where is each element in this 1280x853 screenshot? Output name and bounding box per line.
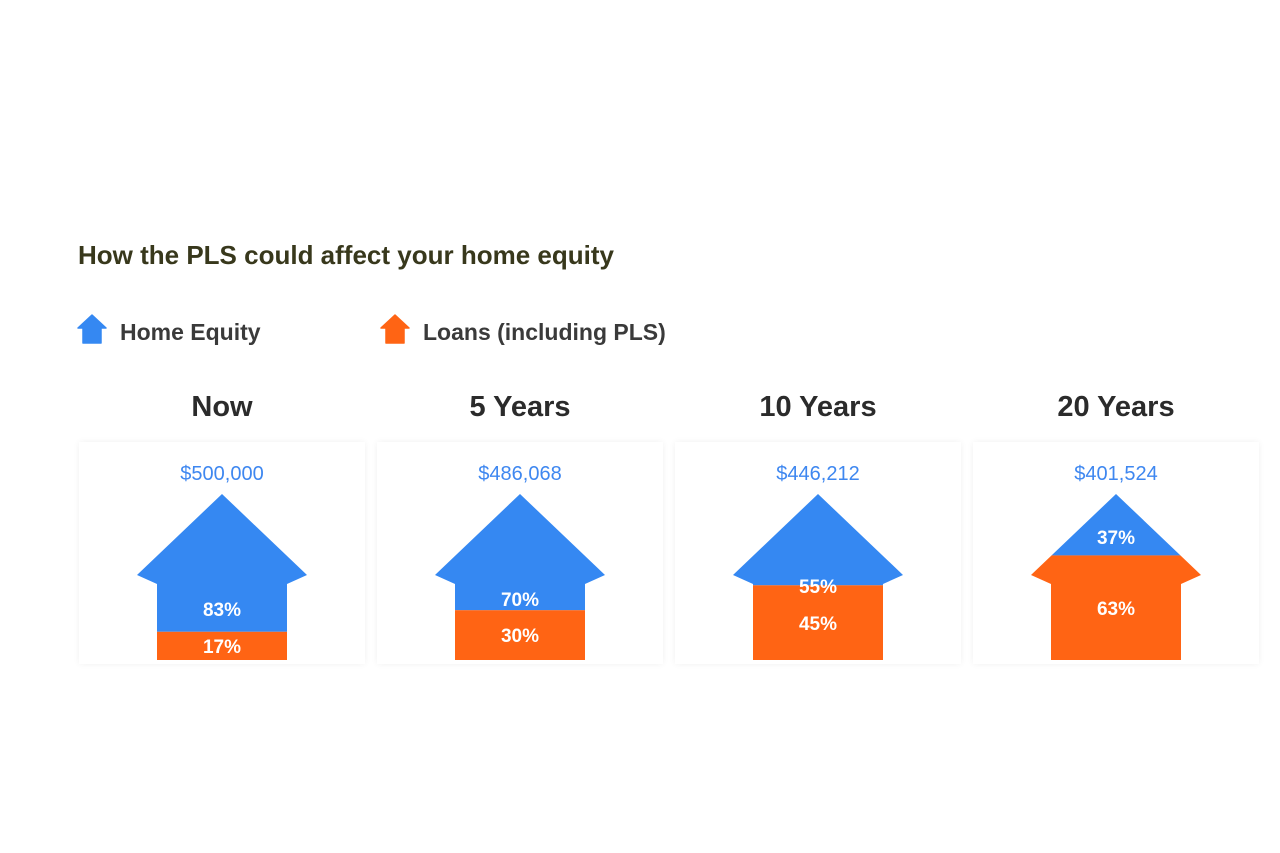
period-label-20-years: 20 Years [1057,391,1175,423]
loans-pct-label: 45% [798,613,838,635]
house-card-10-years: $446,212 55% 45% [675,442,961,664]
house-card-now: $500,000 83% 17% [79,442,365,664]
house-bar [137,494,307,660]
house-bar [435,494,605,660]
period-label-now: Now [191,391,253,423]
home-value: $401,524 [1074,463,1158,485]
legend-item-home-equity: Home Equity [77,312,261,346]
equity-pct-label: 55% [798,577,838,599]
loans-segment [733,585,903,660]
house-card-20-years: $401,524 37% 63% [973,442,1259,664]
home-value: $486,068 [478,463,562,485]
loans-segment [137,631,307,660]
house-card-5-years: $486,068 70% 30% [377,442,663,664]
period-label-10-years: 10 Years [759,391,877,423]
house-bar [733,494,903,660]
home-value: $500,000 [180,463,264,485]
house-bar [1031,494,1201,660]
equity-pct-label: 37% [1096,527,1136,549]
legend-label-loans: Loans (including PLS) [423,318,666,345]
equity-pct-label: 70% [500,589,540,611]
chart-title: How the PLS could affect your home equit… [78,240,614,270]
legend-label-home-equity: Home Equity [120,318,261,345]
period-label-5-years: 5 Years [469,391,571,423]
house-icon [77,314,107,344]
loans-pct-label: 30% [500,626,540,648]
loans-segment [435,610,605,660]
house-icon [380,314,410,344]
loans-pct-label: 63% [1096,598,1136,620]
equity-pct-label: 83% [202,600,242,622]
home-value: $446,212 [776,463,860,485]
loans-segment [1031,555,1201,660]
equity-segment [733,494,903,586]
legend-item-loans: Loans (including PLS) [380,312,666,346]
loans-pct-label: 17% [202,636,242,658]
